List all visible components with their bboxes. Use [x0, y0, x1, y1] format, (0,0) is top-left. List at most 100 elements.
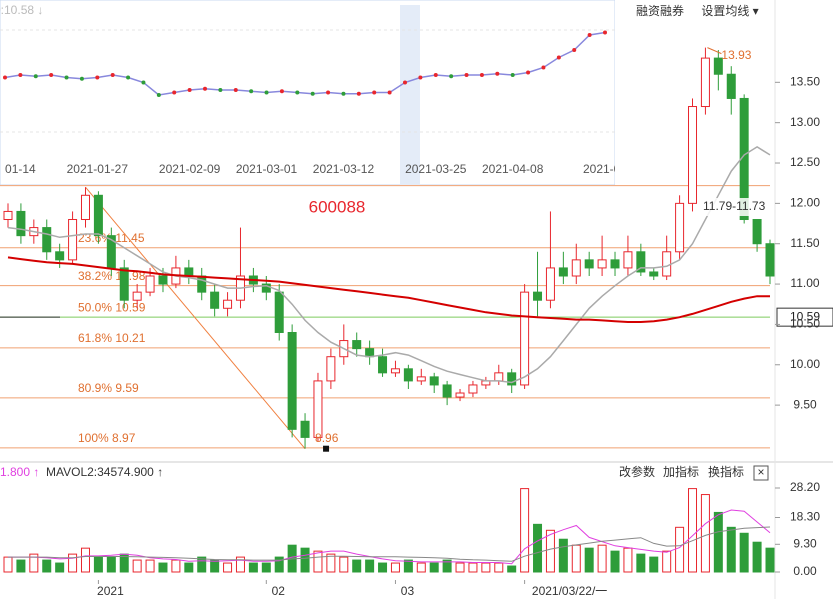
y-tick-label: 12.00: [790, 196, 820, 210]
candle-body: [713, 57, 723, 75]
inset-point: [264, 90, 269, 95]
volume-bar: [726, 526, 736, 573]
inset-title: 0:10.58 ↓: [0, 3, 43, 17]
inset-point: [310, 91, 315, 96]
candle-body: [184, 267, 194, 277]
panel-button[interactable]: 改参数: [619, 464, 655, 479]
volume-bar: [326, 553, 336, 573]
inset-chart: 01-14 2021-01-27 2021-02-09 2021-03-01 2021-…: [0, 0, 615, 185]
volume-bar: [545, 529, 555, 573]
candle-body: [429, 376, 439, 386]
volume-bar: [132, 559, 142, 573]
inset-point: [79, 76, 84, 81]
inset-point: [141, 80, 146, 85]
inset-point: [572, 48, 577, 52]
inset-point: [126, 75, 131, 80]
inset-point: [218, 88, 223, 92]
inset-point: [49, 73, 54, 77]
candle-body: [42, 227, 52, 253]
y-tick-label: 11.50: [790, 236, 819, 250]
y-tick-label: 11.00: [790, 276, 819, 290]
inset-point: [387, 90, 392, 95]
inset-point: [541, 65, 546, 70]
candle-body: [507, 372, 517, 386]
volume-bar: [507, 565, 517, 573]
volume-bar: [713, 511, 723, 573]
inset-point: [249, 89, 254, 94]
fib-label: 100% 8.97: [78, 431, 136, 445]
inset-point: [172, 90, 177, 95]
inset-date: 01-14: [5, 162, 36, 176]
candle-body: [352, 340, 362, 350]
current-price-label: 10.59: [790, 309, 820, 323]
moving-average: [7, 146, 771, 384]
candle-body: [765, 243, 775, 277]
volume-bar: [739, 532, 749, 573]
candle-body: [649, 271, 659, 277]
y-tick-label: 10.50: [790, 317, 820, 331]
inset-line: [4, 31, 606, 96]
volume-bar: [352, 559, 362, 573]
stock-code: 600088: [309, 197, 366, 216]
volume-bar: [300, 547, 310, 573]
volume-bar: [455, 562, 465, 573]
volume-ma: [8, 509, 771, 565]
candle-body: [365, 348, 375, 358]
candle-body: [700, 57, 710, 108]
inset-point: [295, 90, 300, 95]
candle-body: [571, 259, 581, 277]
y-tick-label: 0.00: [793, 564, 817, 578]
x-tick-label: 2021/03/22/一: [532, 584, 607, 598]
toolbar-button[interactable]: 设置均线 ▾: [701, 4, 758, 18]
candle-body: [533, 291, 543, 301]
y-tick-label: 18.30: [790, 510, 820, 524]
candle-body: [752, 219, 762, 245]
inset-date: 2021-03-25: [405, 162, 467, 176]
toolbar-button[interactable]: 融资融券: [636, 3, 684, 18]
volume-bar: [55, 562, 65, 573]
candle-body: [558, 267, 568, 277]
indicator-value: MAVOL2:34574.900 ↑: [46, 465, 163, 479]
inset-point: [556, 55, 561, 60]
volume-bar: [339, 556, 349, 573]
candle-body: [210, 291, 220, 309]
volume-bar: [42, 559, 52, 573]
volume-bar: [29, 553, 39, 573]
volume-bar: [468, 562, 478, 573]
volume-bar: [700, 494, 710, 573]
candle-body: [326, 356, 336, 382]
candle-body: [610, 259, 620, 269]
range-note: 11.79-11.73: [703, 199, 766, 213]
inset-point: [326, 90, 331, 95]
inset-point: [18, 73, 23, 77]
volume-bar: [416, 562, 426, 573]
volume-bar: [688, 488, 698, 573]
volume-bar: [533, 523, 543, 573]
volume-bar: [442, 559, 452, 573]
close-box[interactable]: [753, 465, 769, 481]
candle-body: [545, 267, 555, 301]
volume-bar: [261, 562, 271, 573]
panel-button[interactable]: ×: [757, 465, 764, 479]
volume-bar: [145, 559, 155, 573]
inset-point: [356, 91, 361, 96]
panel-button[interactable]: 换指标: [708, 464, 744, 479]
volume-bar: [636, 553, 646, 573]
volume-bar: [584, 547, 594, 573]
inset-point: [203, 86, 207, 91]
fib-label: 80.9% 9.59: [78, 381, 139, 395]
volume-bar: [80, 547, 90, 573]
volume-bar: [520, 488, 530, 573]
panel-button[interactable]: 加指标: [663, 464, 699, 479]
volume-bar: [558, 538, 568, 573]
candle-body: [636, 251, 646, 273]
volume-bar: [3, 556, 13, 573]
x-tick-label: 02: [272, 584, 286, 598]
candle-body: [68, 219, 78, 261]
volume-bar: [481, 562, 491, 573]
volume-bar: [16, 559, 26, 573]
inset-point: [526, 70, 531, 75]
candle-body: [416, 376, 426, 382]
inset-point: [156, 93, 161, 97]
candle-body: [455, 392, 465, 398]
